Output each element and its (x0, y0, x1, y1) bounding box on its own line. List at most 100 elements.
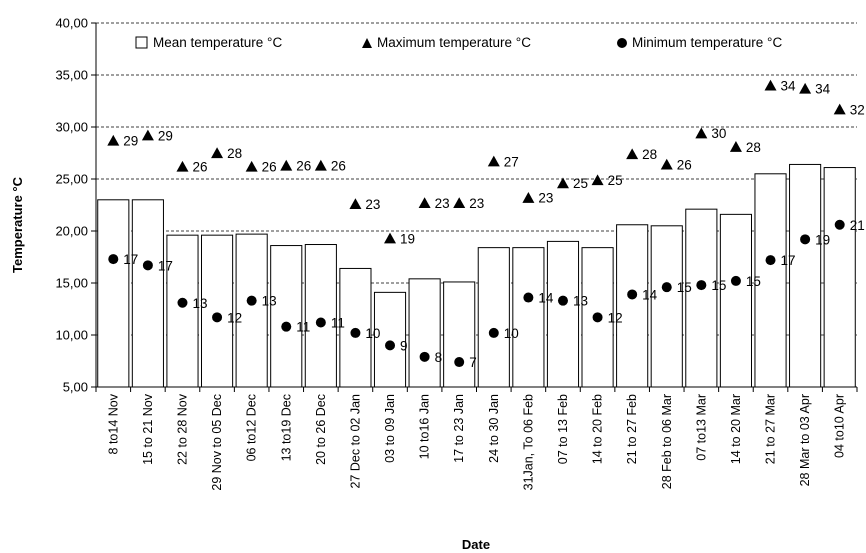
mean-bar (823, 167, 856, 388)
max-marker (729, 141, 742, 152)
x-tick-label: 21 to 27 Feb (625, 394, 639, 464)
x-tick-label: 10 to16 Jan (418, 394, 432, 459)
max-data-label: 28 (746, 140, 761, 155)
x-tick-label: 13 to19 Dec (279, 394, 293, 461)
x-tick-label: 8 to14 Nov (106, 393, 120, 454)
legend-min-swatch (617, 38, 627, 48)
min-data-label: 19 (815, 232, 830, 247)
maximum-markers: 29 29 26 28 26 26 26 23 19 23 23 27 23 25 25 28 26 30 28 34… (107, 78, 865, 246)
max-marker (384, 232, 397, 244)
max-data-label: 23 (435, 196, 450, 211)
mean-bar (789, 163, 822, 388)
min-data-label: 10 (365, 326, 380, 341)
mean-bar (443, 281, 476, 388)
min-marker (592, 312, 603, 323)
x-axis-title: Date (462, 537, 490, 552)
mean-bar (339, 267, 372, 388)
mean-bar (650, 225, 683, 388)
legend-min-label: Minimum temperature °C (632, 35, 782, 50)
min-data-label: 12 (608, 310, 623, 325)
max-data-label: 26 (296, 158, 311, 173)
mean-bar (719, 213, 752, 388)
min-data-label: 13 (262, 294, 277, 309)
min-marker (523, 292, 534, 303)
min-marker (488, 327, 499, 338)
max-marker (591, 174, 604, 186)
min-marker (350, 327, 361, 338)
min-data-label: 10 (504, 326, 519, 341)
max-data-label: 28 (227, 146, 242, 161)
min-data-label: 17 (123, 252, 138, 267)
x-tick-label: 17 to 23 Jan (452, 394, 466, 463)
max-marker (418, 197, 431, 209)
max-marker (799, 82, 812, 94)
max-marker (141, 129, 154, 141)
min-data-label: 17 (781, 253, 796, 268)
min-data-label: 12 (227, 310, 242, 325)
min-marker (281, 321, 292, 332)
min-marker (246, 295, 257, 306)
max-data-label: 32 (850, 102, 865, 117)
min-data-label: 13 (192, 296, 207, 311)
legend-max-swatch (362, 38, 372, 48)
max-data-label: 26 (331, 158, 346, 173)
x-tick-labels: 8 to14 Nov 15 to 21 Nov 22 to 28 Nov 29 Nov… (106, 393, 846, 490)
mean-bars (97, 163, 856, 388)
max-data-label: 27 (504, 154, 519, 169)
max-data-label: 29 (123, 134, 138, 149)
min-data-label: 17 (158, 258, 173, 273)
y-tick-label: 25,00 (55, 172, 88, 187)
axes (91, 22, 858, 392)
max-data-label: 29 (158, 128, 173, 143)
x-tick-label: 28 Mar to 03 Apr (798, 394, 812, 486)
max-marker (314, 159, 327, 171)
min-data-label: 13 (573, 294, 588, 309)
mean-bar (373, 291, 407, 388)
min-marker (385, 340, 396, 351)
mean-bar (97, 199, 130, 388)
x-tick-label: 07 to 13 Feb (556, 394, 570, 464)
y-tick-label: 15,00 (55, 276, 88, 291)
max-data-label: 28 (642, 147, 657, 162)
mean-bar (546, 240, 580, 388)
x-tick-label: 21 to 27 Mar (764, 394, 778, 464)
y-tick-label: 40,00 (55, 16, 88, 31)
x-tick-label: 14 to 20 Mar (729, 394, 743, 464)
x-tick-label: 31Jan, To 06 Feb (521, 394, 535, 490)
x-tick-label: 20 to 26 Dec (314, 394, 328, 465)
max-data-label: 23 (538, 191, 553, 206)
min-data-label: 8 (435, 350, 443, 365)
max-data-label: 26 (262, 160, 277, 175)
min-data-label: 15 (677, 280, 692, 295)
mean-bar (685, 208, 718, 388)
legend-mean-swatch (135, 36, 148, 49)
x-tick-label: 03 to 09 Jan (383, 394, 397, 463)
min-data-label: 9 (400, 338, 408, 353)
max-marker (176, 160, 189, 172)
x-tick-label: 22 to 28 Nov (175, 393, 189, 465)
max-marker (211, 147, 224, 159)
max-marker (764, 79, 777, 91)
max-data-label: 23 (469, 196, 484, 211)
mean-bar (616, 224, 649, 388)
max-data-label: 30 (711, 126, 726, 141)
min-marker (108, 254, 119, 265)
legend-max-label: Maximum temperature °C (377, 35, 531, 50)
max-marker (107, 134, 120, 146)
min-marker (834, 219, 845, 230)
min-marker (765, 255, 776, 266)
min-marker (419, 351, 430, 362)
y-tick-label: 10,00 (55, 328, 88, 343)
max-marker (453, 197, 466, 209)
mean-bar (304, 244, 337, 388)
min-marker (212, 312, 223, 323)
x-tick-label: 24 to 30 Jan (487, 394, 501, 463)
min-marker (627, 289, 638, 300)
max-data-label: 26 (677, 157, 692, 172)
y-tick-label: 20,00 (55, 224, 88, 239)
max-marker (349, 198, 362, 210)
max-marker (522, 192, 535, 203)
mean-bar (512, 247, 545, 388)
x-tick-label: 07 to13 Mar (694, 394, 708, 461)
